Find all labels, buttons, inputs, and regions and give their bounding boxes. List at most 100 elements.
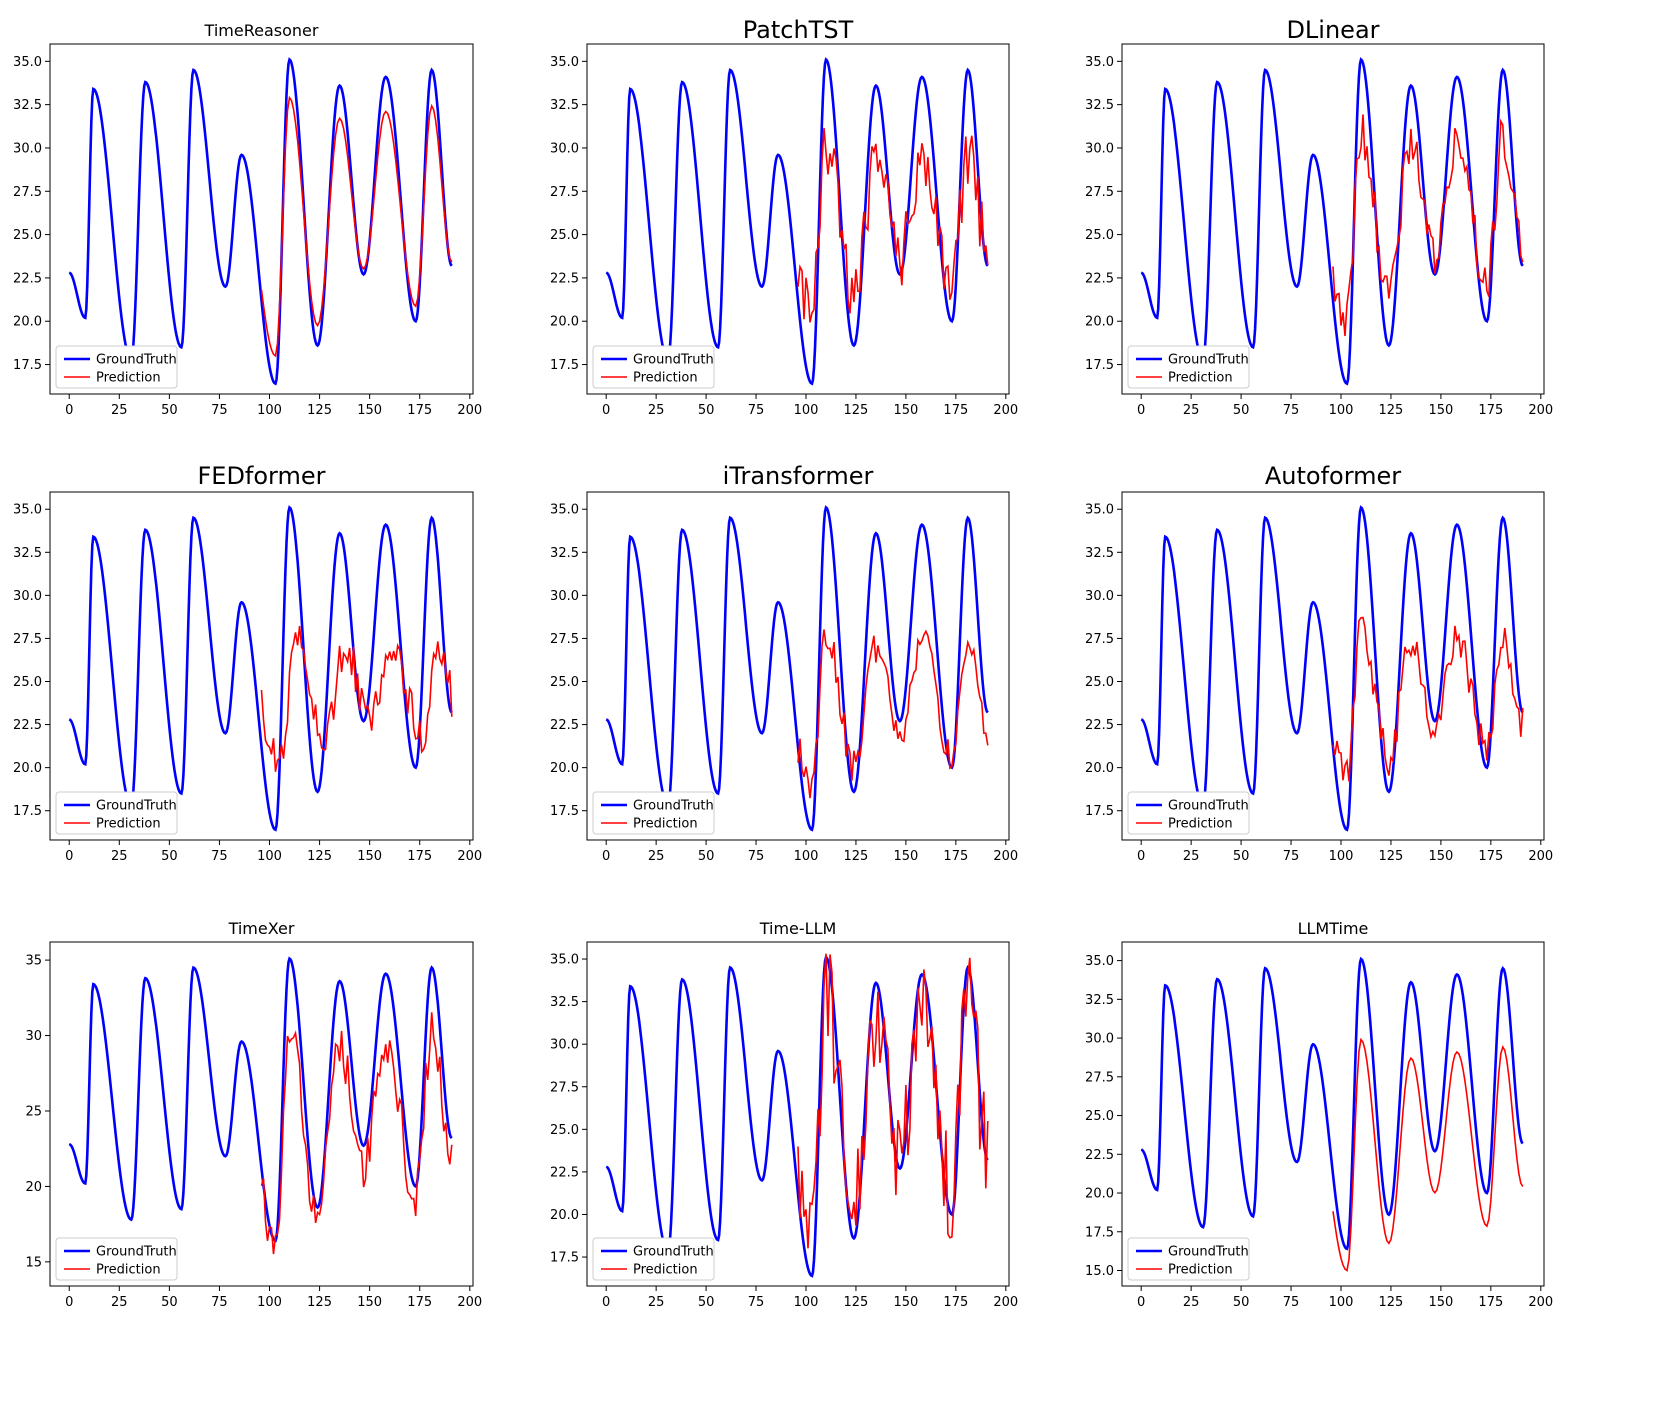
y-tick-label: 20: [25, 1180, 42, 1195]
prediction-line: [1332, 1037, 1524, 1272]
y-tick-label: 30: [25, 1029, 42, 1044]
x-tick-label: 75: [1283, 1295, 1300, 1310]
y-tick-label: 17.5: [13, 804, 42, 819]
x-tick-label: 50: [161, 1295, 178, 1310]
x-tick-label: 125: [1379, 403, 1404, 418]
y-tick-label: 30.0: [1085, 589, 1114, 604]
axes-frame: [586, 941, 1010, 1287]
x-tick-label: 200: [993, 403, 1018, 418]
x-tick-label: 175: [1478, 849, 1503, 864]
prediction-line: [797, 629, 989, 799]
x-tick-label: 0: [65, 1295, 73, 1310]
x-tick-label: 125: [844, 1295, 869, 1310]
x-tick-label: 200: [457, 849, 482, 864]
y-tick-label: 27.5: [13, 185, 42, 200]
y-tick-label: 17.5: [1085, 358, 1114, 373]
x-tick-label: 0: [602, 849, 610, 864]
y-tick-label: 35: [25, 954, 42, 969]
legend-gt-label: GroundTruth: [1168, 799, 1249, 814]
legend-pred-label: Prediction: [96, 371, 161, 386]
x-tick-label: 25: [111, 1295, 128, 1310]
chart-title: iTransformer: [723, 462, 874, 490]
x-tick-label: 75: [211, 403, 228, 418]
chart-title: Time-LLM: [759, 919, 837, 938]
y-tick-label: 15.0: [1085, 1264, 1114, 1279]
legend-gt-label: GroundTruth: [96, 799, 177, 814]
x-tick-label: 200: [457, 1295, 482, 1310]
legend-gt-label: GroundTruth: [633, 799, 714, 814]
y-tick-label: 20.0: [550, 1208, 579, 1223]
x-tick-label: 0: [1137, 1295, 1145, 1310]
x-tick-label: 50: [1233, 1295, 1250, 1310]
axes-frame: [1121, 43, 1545, 395]
x-tick-label: 150: [1428, 849, 1453, 864]
x-tick-label: 25: [648, 403, 665, 418]
y-tick-label: 32.5: [13, 98, 42, 113]
y-tick-label: 35.0: [13, 503, 42, 518]
legend-pred-label: Prediction: [633, 1263, 698, 1278]
y-tick-label: 35.0: [1085, 55, 1114, 70]
x-tick-label: 75: [748, 1295, 765, 1310]
chart-title: PatchTST: [743, 16, 854, 44]
x-tick-label: 0: [1137, 403, 1145, 418]
x-tick-label: 150: [1428, 403, 1453, 418]
y-tick-label: 30.0: [550, 1038, 579, 1053]
x-tick-label: 25: [1183, 849, 1200, 864]
legend-gt-label: GroundTruth: [96, 353, 177, 368]
x-tick-label: 0: [65, 403, 73, 418]
x-tick-label: 200: [1528, 403, 1553, 418]
x-tick-label: 150: [893, 1295, 918, 1310]
axes-frame: [586, 43, 1010, 395]
y-tick-label: 15: [25, 1255, 42, 1270]
x-tick-label: 175: [943, 849, 968, 864]
axes-frame: [49, 43, 474, 395]
y-tick-label: 20.0: [550, 761, 579, 776]
y-tick-label: 20.0: [1085, 315, 1114, 330]
legend-pred-label: Prediction: [1168, 371, 1233, 386]
x-tick-label: 50: [161, 849, 178, 864]
y-tick-label: 20.0: [550, 315, 579, 330]
y-tick-label: 32.5: [1085, 98, 1114, 113]
y-tick-label: 25.0: [1085, 1109, 1114, 1124]
legend-pred-label: Prediction: [633, 371, 698, 386]
legend-gt-label: GroundTruth: [1168, 1245, 1249, 1260]
legend-pred-label: Prediction: [633, 817, 698, 832]
x-tick-label: 100: [257, 403, 282, 418]
y-tick-label: 22.5: [550, 271, 579, 286]
x-tick-label: 0: [602, 403, 610, 418]
x-tick-label: 75: [211, 1295, 228, 1310]
chart-title: DLinear: [1286, 16, 1379, 44]
y-tick-label: 17.5: [550, 1251, 579, 1266]
y-tick-label: 25.0: [13, 675, 42, 690]
y-tick-label: 25.0: [1085, 675, 1114, 690]
legend-pred-label: Prediction: [1168, 817, 1233, 832]
x-tick-label: 100: [257, 1295, 282, 1310]
x-tick-label: 75: [1283, 403, 1300, 418]
prediction-line: [797, 953, 989, 1249]
y-tick-label: 27.5: [550, 185, 579, 200]
chart-title: FEDformer: [197, 462, 325, 490]
x-tick-label: 125: [307, 1295, 332, 1310]
x-tick-label: 200: [1528, 849, 1553, 864]
y-tick-label: 20.0: [13, 315, 42, 330]
y-tick-label: 25.0: [550, 1123, 579, 1138]
axes-frame: [1121, 491, 1545, 841]
y-tick-label: 25.0: [550, 675, 579, 690]
x-tick-label: 200: [993, 849, 1018, 864]
prediction-line: [260, 95, 453, 358]
x-tick-label: 50: [698, 849, 715, 864]
legend-gt-label: GroundTruth: [633, 353, 714, 368]
y-tick-label: 35.0: [13, 55, 42, 70]
y-tick-label: 22.5: [1085, 271, 1114, 286]
axes-frame: [586, 491, 1010, 841]
x-tick-label: 125: [844, 403, 869, 418]
x-tick-label: 25: [648, 849, 665, 864]
x-tick-label: 25: [1183, 1295, 1200, 1310]
legend-gt-label: GroundTruth: [1168, 353, 1249, 368]
x-tick-label: 125: [1379, 849, 1404, 864]
